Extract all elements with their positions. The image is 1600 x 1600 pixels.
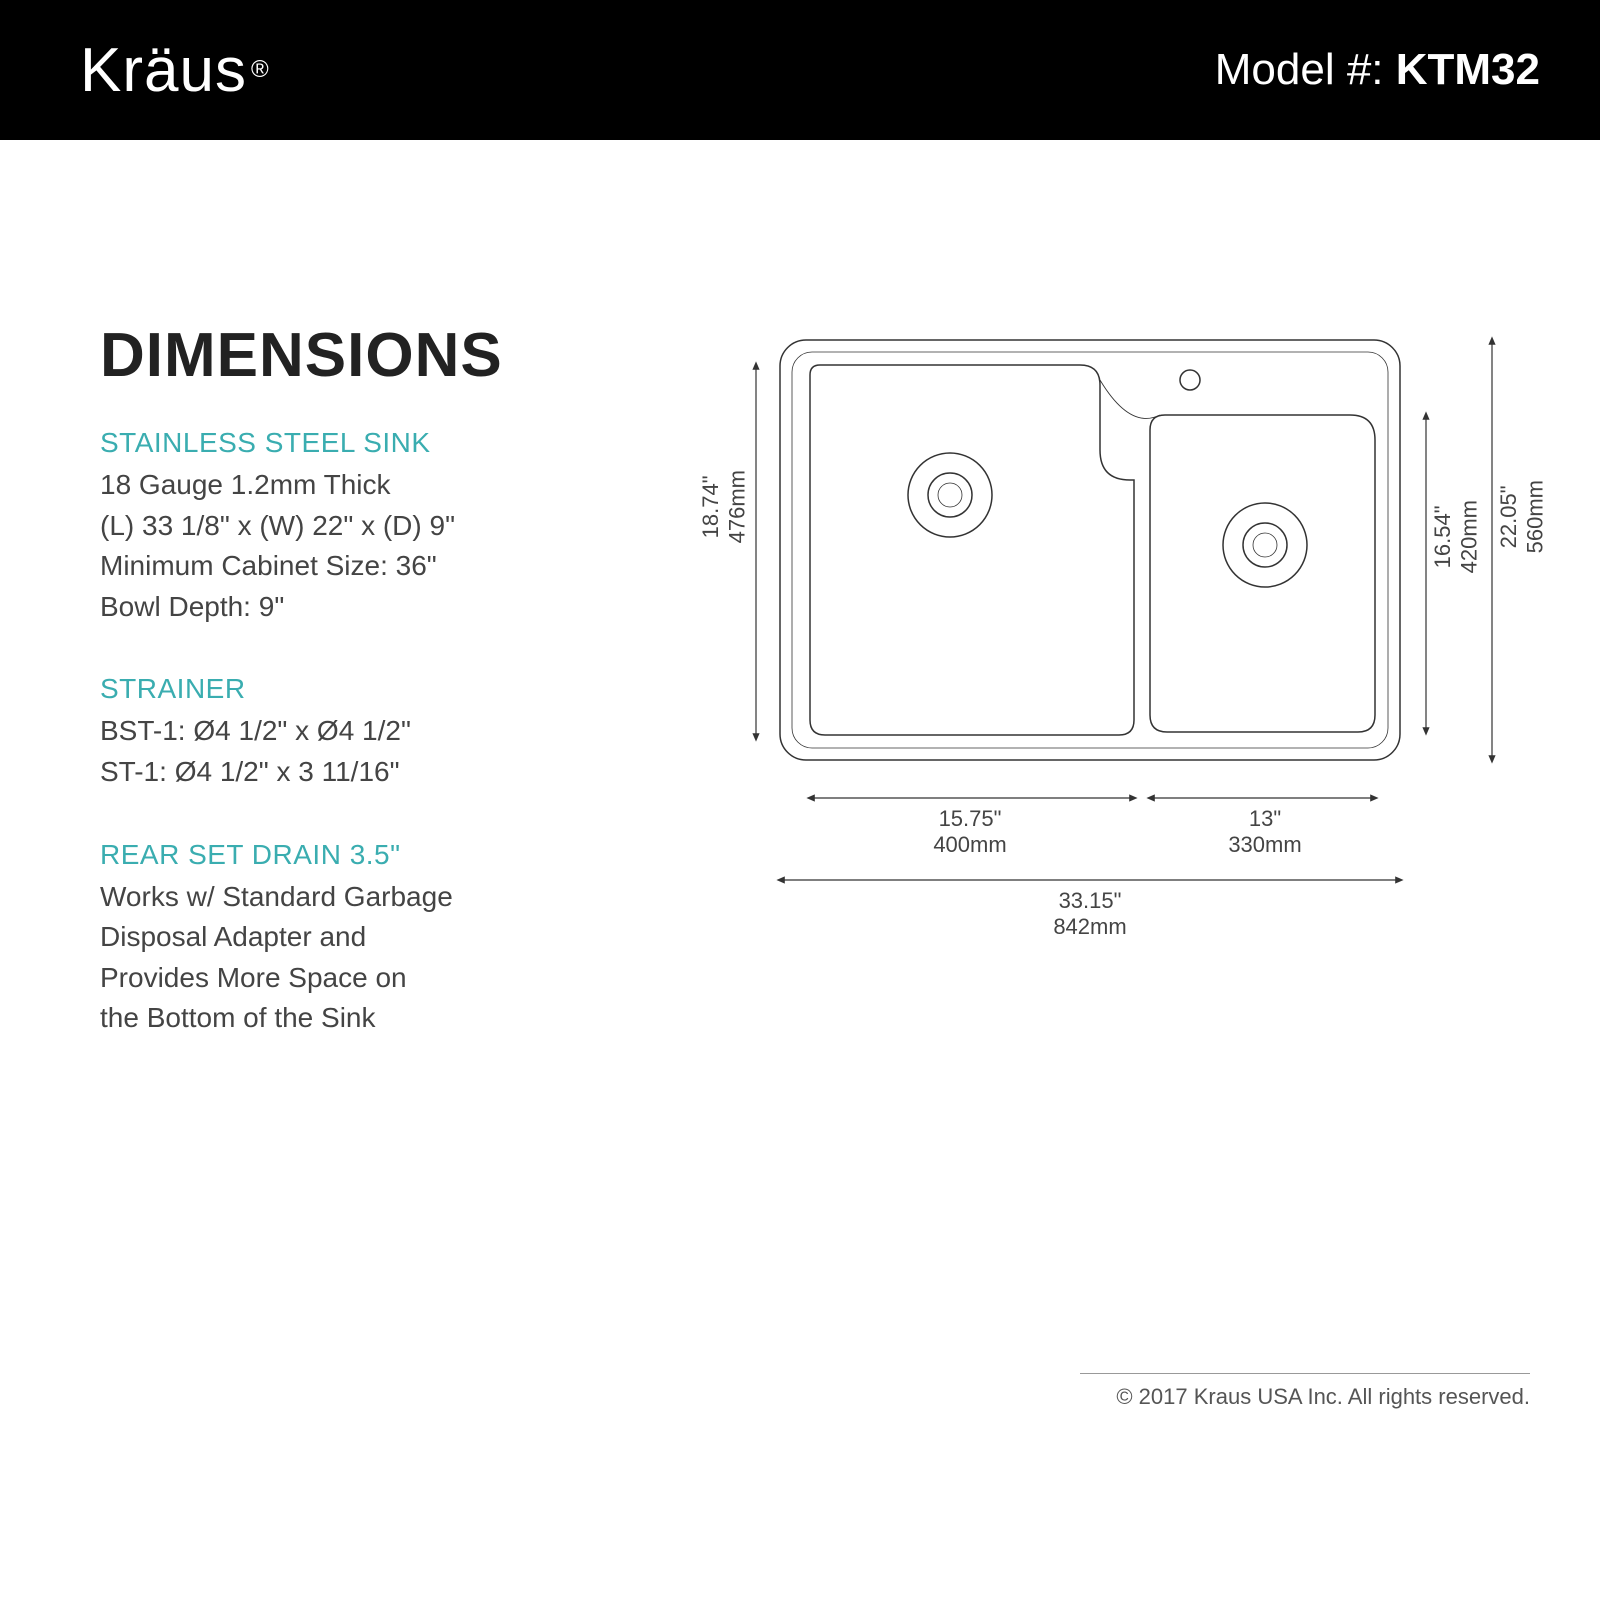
model-value: KTM32 [1396,45,1540,94]
spec-line: 18 Gauge 1.2mm Thick [100,465,650,506]
model-number: Model #: KTM32 [1215,45,1540,95]
sink-diagram: 18.74" 476mm 16.54" 420mm 22.05" 560mm 1… [660,320,1540,960]
dim-right-inner: 16.54" 420mm [1430,500,1483,573]
model-label: Model #: [1215,45,1396,94]
dim-mm: 330mm [1228,832,1301,857]
dim-mm: 476mm [724,470,749,543]
section-title-drain: REAR SET DRAIN 3.5" [100,839,650,871]
section-title-sink: STAINLESS STEEL SINK [100,427,650,459]
dim-mm: 560mm [1522,480,1547,553]
page-title: DIMENSIONS [100,320,650,391]
spec-line: BST-1: Ø4 1/2" x Ø4 1/2" [100,711,650,752]
dim-right-outer: 22.05" 560mm [1496,480,1549,553]
spec-line: Minimum Cabinet Size: 36" [100,546,650,587]
dim-in: 22.05" [1496,485,1521,548]
dim-in: 13" [1249,806,1281,831]
header-bar: Kräus® Model #: KTM32 [0,0,1600,140]
section-body-sink: 18 Gauge 1.2mm Thick (L) 33 1/8" x (W) 2… [100,465,650,627]
dim-in: 18.74" [698,475,723,538]
dim-mm: 420mm [1456,500,1481,573]
spec-line: the Bottom of the Sink [100,998,650,1039]
dim-mm: 842mm [1053,914,1126,939]
section-body-drain: Works w/ Standard Garbage Disposal Adapt… [100,877,650,1039]
content-area: DIMENSIONS STAINLESS STEEL SINK 18 Gauge… [0,140,1600,1085]
dim-bowl-right: 13" 330mm [1205,806,1325,859]
dim-in: 33.15" [1059,888,1122,913]
dim-in: 15.75" [939,806,1002,831]
spec-line: Works w/ Standard Garbage [100,877,650,918]
spec-line: ST-1: Ø4 1/2" x 3 11/16" [100,752,650,793]
sink-svg [660,320,1560,960]
spec-line: (L) 33 1/8" x (W) 22" x (D) 9" [100,506,650,547]
spec-line: Provides More Space on [100,958,650,999]
dim-mm: 400mm [933,832,1006,857]
dim-bowl-left: 15.75" 400mm [910,806,1030,859]
spec-line: Bowl Depth: 9" [100,587,650,628]
section-body-strainer: BST-1: Ø4 1/2" x Ø4 1/2" ST-1: Ø4 1/2" x… [100,711,650,792]
spec-column: DIMENSIONS STAINLESS STEEL SINK 18 Gauge… [100,320,650,1085]
brand-logo: Kräus® [80,35,270,106]
trademark: ® [251,56,270,84]
dim-left-height: 18.74" 476mm [698,470,751,543]
brand-text: Kräus [80,35,247,106]
section-title-strainer: STRAINER [100,673,650,705]
dim-in: 16.54" [1430,505,1455,568]
dim-total-width: 33.15" 842mm [1030,888,1150,941]
spec-line: Disposal Adapter and [100,917,650,958]
footer-copyright: © 2017 Kraus USA Inc. All rights reserve… [1080,1373,1530,1410]
